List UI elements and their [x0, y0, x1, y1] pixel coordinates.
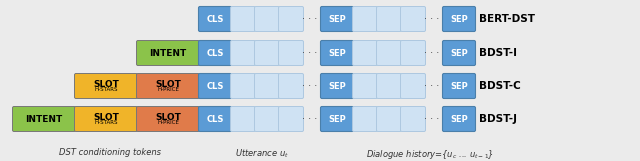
Text: Dialogue history={u$_c$ ... u$_{t-1}$}: Dialogue history={u$_c$ ... u$_{t-1}$} [366, 148, 494, 161]
FancyBboxPatch shape [230, 74, 255, 99]
FancyBboxPatch shape [376, 6, 401, 32]
FancyBboxPatch shape [321, 41, 353, 66]
Text: SEP: SEP [450, 48, 468, 57]
FancyBboxPatch shape [376, 41, 401, 66]
Text: CLS: CLS [206, 114, 224, 123]
Text: · · ·: · · · [302, 48, 317, 58]
FancyBboxPatch shape [278, 6, 303, 32]
FancyBboxPatch shape [198, 41, 232, 66]
FancyBboxPatch shape [136, 74, 200, 99]
FancyBboxPatch shape [442, 74, 476, 99]
Text: SLOT: SLOT [155, 113, 181, 122]
Text: SEP: SEP [450, 14, 468, 24]
Text: SLOT: SLOT [93, 80, 119, 89]
FancyBboxPatch shape [136, 41, 200, 66]
Text: SEP: SEP [328, 48, 346, 57]
Text: CLS: CLS [206, 14, 224, 24]
FancyBboxPatch shape [230, 6, 255, 32]
Text: SEP: SEP [450, 114, 468, 123]
Text: SLOT: SLOT [93, 113, 119, 122]
FancyBboxPatch shape [230, 106, 255, 132]
Text: INTENT: INTENT [26, 114, 63, 123]
FancyBboxPatch shape [255, 6, 280, 32]
Text: SEP: SEP [450, 81, 468, 90]
FancyBboxPatch shape [136, 106, 200, 132]
FancyBboxPatch shape [353, 74, 378, 99]
FancyBboxPatch shape [442, 41, 476, 66]
FancyBboxPatch shape [198, 6, 232, 32]
FancyBboxPatch shape [278, 74, 303, 99]
FancyBboxPatch shape [255, 74, 280, 99]
Text: · · ·: · · · [424, 114, 440, 124]
Text: BERT-DST: BERT-DST [479, 14, 535, 24]
FancyBboxPatch shape [353, 106, 378, 132]
FancyBboxPatch shape [198, 106, 232, 132]
Text: · · ·: · · · [302, 14, 317, 24]
FancyBboxPatch shape [321, 106, 353, 132]
Text: BDST-C: BDST-C [479, 81, 521, 91]
FancyBboxPatch shape [255, 41, 280, 66]
FancyBboxPatch shape [198, 74, 232, 99]
FancyBboxPatch shape [74, 106, 138, 132]
Text: H-STARS: H-STARS [94, 120, 118, 125]
Text: H-PRICE: H-PRICE [157, 87, 179, 92]
Text: SLOT: SLOT [155, 80, 181, 89]
FancyBboxPatch shape [230, 41, 255, 66]
FancyBboxPatch shape [278, 41, 303, 66]
Text: CLS: CLS [206, 48, 224, 57]
Text: INTENT: INTENT [149, 48, 187, 57]
Text: BDST-I: BDST-I [479, 48, 517, 58]
FancyBboxPatch shape [376, 106, 401, 132]
Text: · · ·: · · · [302, 81, 317, 91]
Text: H-PRICE: H-PRICE [157, 120, 179, 125]
FancyBboxPatch shape [401, 6, 426, 32]
FancyBboxPatch shape [376, 74, 401, 99]
Text: · · ·: · · · [424, 14, 440, 24]
FancyBboxPatch shape [442, 106, 476, 132]
FancyBboxPatch shape [442, 6, 476, 32]
FancyBboxPatch shape [353, 41, 378, 66]
Text: H-STARS: H-STARS [94, 87, 118, 92]
FancyBboxPatch shape [401, 74, 426, 99]
Text: · · ·: · · · [424, 81, 440, 91]
FancyBboxPatch shape [278, 106, 303, 132]
FancyBboxPatch shape [255, 106, 280, 132]
FancyBboxPatch shape [74, 74, 138, 99]
FancyBboxPatch shape [401, 106, 426, 132]
Text: BDST-J: BDST-J [479, 114, 517, 124]
FancyBboxPatch shape [321, 6, 353, 32]
FancyBboxPatch shape [401, 41, 426, 66]
Text: SEP: SEP [328, 114, 346, 123]
FancyBboxPatch shape [13, 106, 76, 132]
FancyBboxPatch shape [353, 6, 378, 32]
Text: SEP: SEP [328, 81, 346, 90]
Text: Utterance u$_t$: Utterance u$_t$ [235, 148, 289, 161]
Text: SEP: SEP [328, 14, 346, 24]
Text: DST conditioning tokens: DST conditioning tokens [59, 148, 161, 157]
Text: · · ·: · · · [302, 114, 317, 124]
Text: CLS: CLS [206, 81, 224, 90]
Text: · · ·: · · · [424, 48, 440, 58]
FancyBboxPatch shape [321, 74, 353, 99]
